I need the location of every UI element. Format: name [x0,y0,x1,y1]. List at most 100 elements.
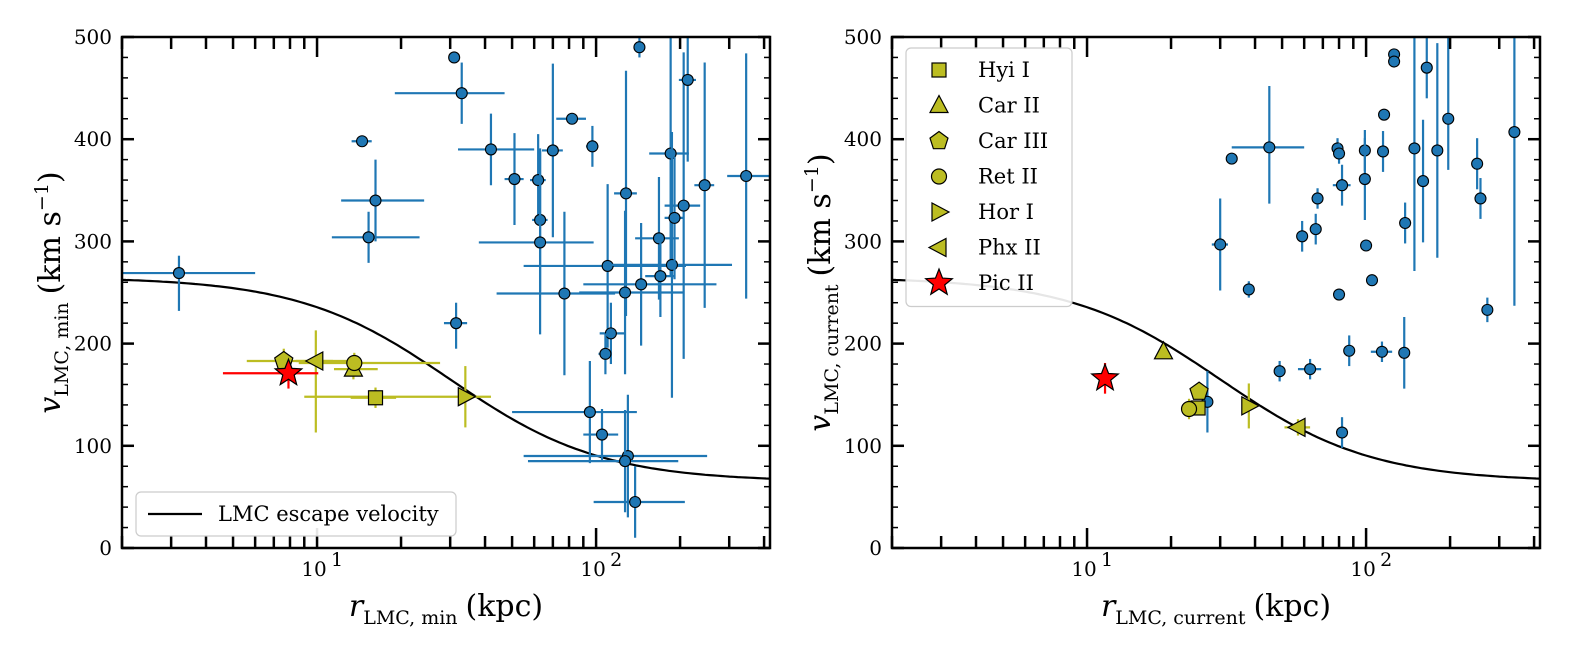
field-point-8 [1309,213,1322,245]
field-point-2 [1225,152,1238,165]
escape-velocity-curve [122,278,770,480]
y-axis-label-symbol: v [33,397,68,414]
field-point-22 [633,37,646,58]
ytick-label: 200 [74,332,112,356]
field-point-marker [1398,346,1411,359]
field-point-12 [1332,288,1346,301]
field-point-18 [1360,239,1373,252]
x-axis-label: rLMC, min (kpc) [349,589,543,629]
field-point-4 [448,51,461,64]
field-point-marker [1399,216,1412,230]
field-point-marker [1332,288,1346,301]
x-axis-label-symbol: r [1101,589,1117,624]
field-point-6 [458,113,535,186]
dwarf-errorbars-phx-ii [295,330,333,433]
x-axis-label-symbol: r [349,589,365,624]
field-point-marker [1273,365,1286,378]
field-point-marker [619,286,632,299]
field-point-marker [1420,61,1433,74]
field-point-marker [1335,179,1349,192]
field-point-27 [664,156,684,280]
field-point-marker [619,455,632,468]
field-point-33 [1474,178,1487,219]
field-point-30 [694,62,715,308]
field-point-marker [1335,426,1349,439]
plot-area [892,37,1540,480]
field-point-marker [619,187,633,200]
field-point-3 [1242,281,1255,298]
legend: LMC escape velocity [135,491,457,537]
field-point-marker [546,144,559,157]
field-point-marker [1343,344,1356,357]
legend-label-hor-i: Hor I [978,200,1034,224]
field-point-marker [356,135,369,148]
field-point-marker [1296,230,1309,243]
field-point-21 [1376,131,1390,172]
dwarf-marker-phx-ii [304,351,324,371]
field-point-marker [1442,112,1455,125]
y-axis-label-unit: (km s [803,193,838,276]
field-point-22 [1378,108,1391,121]
plot-area [122,37,770,538]
field-point-marker [583,406,596,419]
field-point-marker [654,270,667,283]
field-point-marker [1416,175,1430,188]
field-point-marker [1242,283,1255,296]
field-point-marker [1408,142,1421,155]
dwarf-marker-ret-ii [346,354,363,372]
field-point-30 [1431,43,1444,258]
field-point-20 [1370,341,1393,362]
field-point-marker [664,147,677,160]
field-point-32 [512,360,637,464]
y-axis-label-subscript: LMC, current [821,284,843,415]
field-point-marker [362,231,375,244]
ytick-label: 200 [844,332,882,356]
field-point-marker [652,232,666,245]
field-point-marker [455,87,468,100]
field-point-31 [1442,37,1455,170]
field-point-marker [595,428,609,441]
plot-frame [890,35,1542,550]
ytick-label: 0 [869,536,882,560]
field-point-marker [698,179,711,192]
legend-marker-car-ii [929,94,949,114]
y-axis-label-exponent: −1 [801,165,823,193]
field-point-36 [593,466,685,538]
field-point-27 [1408,37,1421,272]
ytick-label: 400 [844,127,882,151]
ytick-label: 300 [844,229,882,253]
legend-box [135,491,457,537]
x-axis-label: rLMC, current (kpc) [1101,589,1331,629]
field-point-26 [1399,202,1412,244]
field-point-marker [633,41,646,54]
legend-label-hyi-i: Hyi I [978,58,1030,82]
field-point-marker [1471,157,1484,170]
field-point-marker [1375,345,1389,358]
xtick-label-base: 10 [1350,557,1375,581]
field-point-32 [1471,138,1484,190]
field-point-marker [1431,144,1444,157]
field-point-marker [604,327,617,340]
y-axis-label-close: ) [33,171,68,183]
ytick-label: 0 [99,536,112,560]
field-point-marker [1309,223,1322,236]
ytick-label: 100 [74,434,112,458]
field-point-marker [681,73,694,86]
field-point-19 [1365,274,1379,287]
field-point-marker [450,317,463,330]
field-point-marker [565,112,579,125]
y-axis-label: vLMC, min (km s−1) [31,171,73,413]
field-point-marker [534,236,547,249]
field-point-5 [394,62,505,124]
field-point-26 [604,132,733,398]
field-point-marker [1378,108,1391,121]
legend-label-car-iii: Car III [978,129,1048,153]
field-point-31 [727,53,770,299]
field-point-8 [504,133,524,226]
x-axis-label-unit: (kpc) [1253,589,1331,624]
xtick-label-exponent: 1 [1101,549,1113,571]
field-point-marker [629,495,642,509]
field-point-marker [1225,152,1238,165]
